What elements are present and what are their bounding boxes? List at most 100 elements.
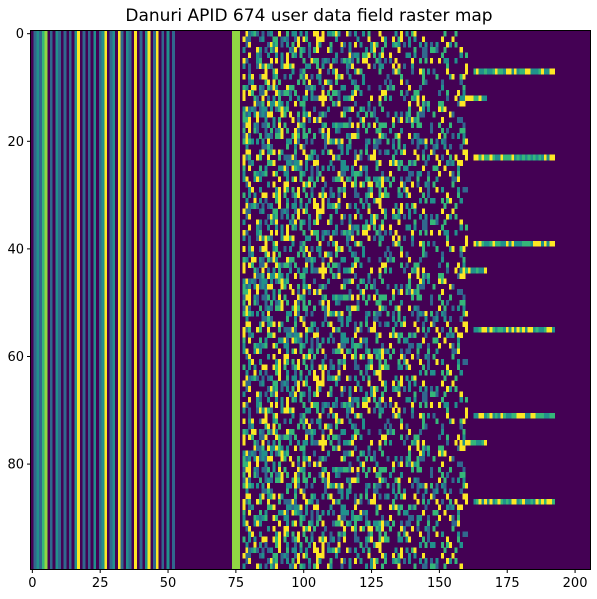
raster-cell xyxy=(357,209,360,215)
raster-cell xyxy=(251,418,254,424)
raster-cell xyxy=(348,467,351,473)
raster-cell xyxy=(373,63,376,69)
raster-cell xyxy=(329,187,332,193)
raster-cell xyxy=(340,488,343,494)
raster-cell xyxy=(408,214,411,220)
raster-cell xyxy=(332,537,335,543)
raster-cell xyxy=(302,122,305,128)
raster-cell xyxy=(460,128,463,134)
raster-cell xyxy=(370,391,373,397)
raster-cell xyxy=(256,499,259,505)
raster-cell xyxy=(376,144,379,150)
raster-cell xyxy=(454,386,457,392)
raster-cell xyxy=(433,542,436,548)
raster-cell xyxy=(449,343,452,349)
raster-cell xyxy=(381,381,384,387)
raster-cell xyxy=(424,526,427,532)
raster-cell xyxy=(256,203,259,209)
raster-cell xyxy=(357,456,360,462)
raster-cell xyxy=(346,338,349,344)
raster-cell xyxy=(262,375,265,381)
raster-cell xyxy=(400,494,403,500)
raster-cell xyxy=(243,47,246,53)
raster-column xyxy=(153,31,156,569)
raster-cell xyxy=(384,133,387,139)
raster-cell xyxy=(400,461,403,467)
raster-cell xyxy=(340,112,343,118)
x-tick-label: 125 xyxy=(359,576,384,591)
raster-cell xyxy=(457,478,460,484)
raster-cell xyxy=(281,90,284,96)
raster-cell xyxy=(397,553,400,559)
raster-cell xyxy=(392,332,395,338)
raster-cell xyxy=(305,36,308,42)
raster-cell xyxy=(373,155,376,161)
raster-cell xyxy=(262,365,265,371)
raster-cell xyxy=(275,74,278,80)
raster-cell xyxy=(319,515,322,521)
raster-cell xyxy=(338,246,341,252)
raster-cell xyxy=(294,381,297,387)
raster-cell xyxy=(264,408,267,414)
raster-cell xyxy=(365,494,368,500)
raster-cell xyxy=(427,445,430,451)
raster-cell xyxy=(270,235,273,241)
raster-cell xyxy=(400,117,403,123)
raster-cell xyxy=(335,79,338,85)
raster-cell xyxy=(273,461,276,467)
raster-cell xyxy=(343,537,346,543)
raster-cell xyxy=(414,289,417,295)
raster-cell xyxy=(278,531,281,537)
raster-cell xyxy=(362,79,365,85)
raster-cell xyxy=(286,504,289,510)
raster-cell xyxy=(267,424,270,430)
raster-cell xyxy=(400,553,403,559)
raster-cell xyxy=(264,478,267,484)
raster-cell xyxy=(441,79,444,85)
raster-cell xyxy=(283,246,286,252)
raster-cell xyxy=(422,564,425,570)
raster-cell xyxy=(419,558,422,564)
raster-cell xyxy=(335,53,338,59)
raster-cell xyxy=(408,386,411,392)
raster-cell xyxy=(411,235,414,241)
raster-cell xyxy=(441,278,444,284)
raster-cell xyxy=(254,472,257,478)
raster-cell xyxy=(267,149,270,155)
raster-cell xyxy=(376,472,379,478)
raster-cell xyxy=(262,547,265,553)
raster-cell xyxy=(329,257,332,263)
raster-cell xyxy=(357,284,360,290)
raster-cell xyxy=(321,521,324,527)
raster-cell xyxy=(340,322,343,328)
raster-cell xyxy=(433,370,436,376)
raster-cell xyxy=(408,456,411,462)
raster-cell xyxy=(378,531,381,537)
raster-column xyxy=(58,31,61,569)
raster-cell xyxy=(270,144,273,150)
raster-cell xyxy=(256,101,259,107)
raster-cell xyxy=(354,53,357,59)
raster-cell xyxy=(367,375,370,381)
raster-cell xyxy=(264,47,267,53)
raster-cell xyxy=(435,155,438,161)
raster-cell xyxy=(427,343,430,349)
raster-cell xyxy=(367,278,370,284)
raster-burst-cell xyxy=(481,327,484,333)
raster-cell xyxy=(308,117,311,123)
raster-cell xyxy=(248,117,251,123)
raster-cell xyxy=(292,510,295,516)
raster-cell xyxy=(416,435,419,441)
raster-cell xyxy=(292,85,295,91)
raster-cell xyxy=(354,499,357,505)
raster-cell xyxy=(381,36,384,42)
raster-cell xyxy=(416,488,419,494)
raster-cell xyxy=(454,96,457,102)
raster-cell xyxy=(430,128,433,134)
raster-cell xyxy=(376,461,379,467)
raster-cell xyxy=(340,483,343,489)
raster-burst-cell xyxy=(492,327,495,333)
raster-cell xyxy=(367,526,370,532)
raster-cell xyxy=(359,435,362,441)
raster-cell xyxy=(273,526,276,532)
